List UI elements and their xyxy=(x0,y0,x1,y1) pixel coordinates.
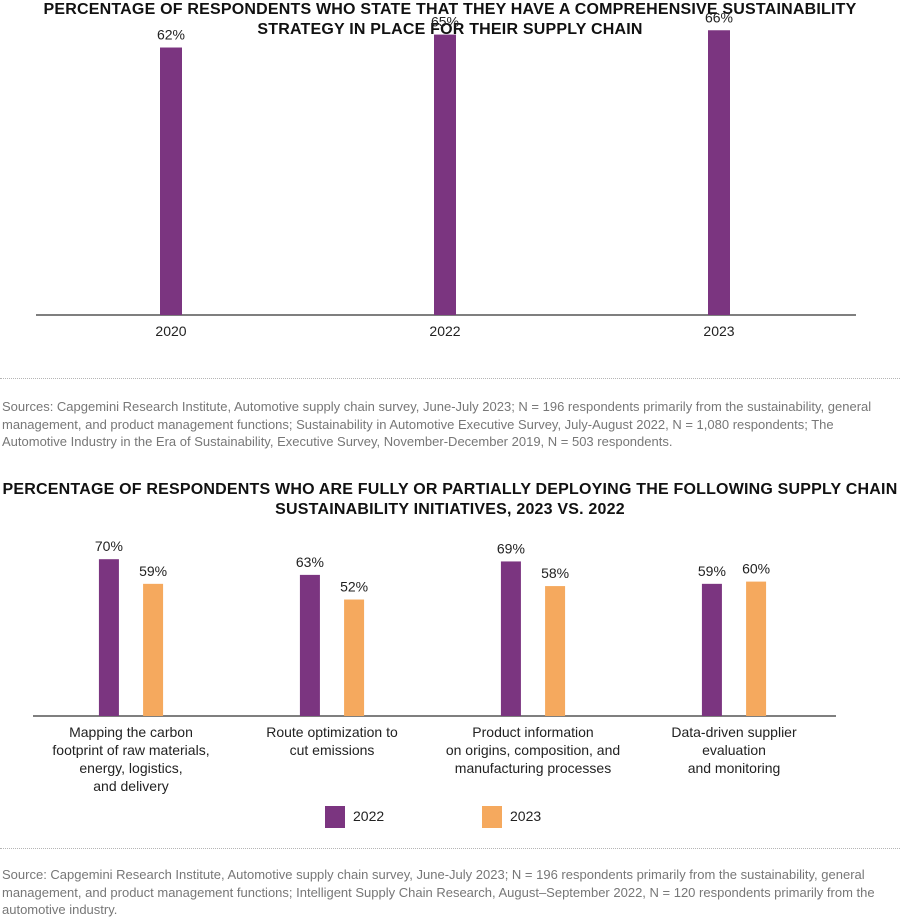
chart2-bar-2022 xyxy=(500,561,521,716)
chart2-category-label-line: Data-driven supplier xyxy=(671,724,797,740)
chart2-category-label: Product information on origins, compositi… xyxy=(446,724,620,776)
chart2-value-label: 63% xyxy=(296,554,324,570)
chart2-category-label-line: Mapping the carbon xyxy=(69,724,193,740)
chart2-bar-2023 xyxy=(344,599,365,716)
chart2-value-label: 58% xyxy=(541,565,569,581)
sources-note-top: Sources: Capgemini Research Institute, A… xyxy=(2,399,872,449)
chart2-bar-2023 xyxy=(545,586,566,716)
chart1-bar xyxy=(434,34,456,315)
legend-swatch-2023 xyxy=(482,806,502,828)
chart2-value-label: 60% xyxy=(742,561,770,577)
chart2-category-label-line: footprint of raw materials, xyxy=(52,742,209,758)
chart2-category-label-line: and delivery xyxy=(93,778,169,794)
chart1-tick-label: 2022 xyxy=(429,323,460,339)
chart2-category-label-line: energy, logistics, xyxy=(79,760,182,776)
chart2-bar-2023 xyxy=(143,583,164,716)
chart2-value-label: 70% xyxy=(95,538,123,554)
chart2-category-label-line: on origins, composition, and xyxy=(446,742,620,758)
chart2-category-label-line: manufacturing processes xyxy=(455,760,611,776)
chart1-bar xyxy=(160,47,182,316)
chart2-category-label: Data-driven supplier evaluation and monito… xyxy=(671,724,797,776)
legend-label-2023: 2023 xyxy=(510,808,542,824)
chart2-category-label-line: and monitoring xyxy=(688,760,781,776)
divider-bottom xyxy=(0,848,900,849)
chart2-value-label: 59% xyxy=(139,563,167,579)
chart2-bar-2022 xyxy=(701,583,722,716)
chart1-title: PERCENTAGE OF RESPONDENTS WHO STATE THAT… xyxy=(43,1,857,38)
chart2-value-label: 52% xyxy=(340,579,368,595)
chart2-category-label: Route optimization to cut emissions xyxy=(266,724,398,758)
chart2-value-label: 69% xyxy=(497,540,525,556)
chart2-bar-2022 xyxy=(299,574,320,716)
legend-label-2022: 2022 xyxy=(353,808,385,824)
chart1-value-label: 62% xyxy=(157,27,185,43)
chart1-bar xyxy=(708,30,730,316)
chart1-tick-label: 2020 xyxy=(155,323,186,339)
chart2-bar-2023 xyxy=(746,581,767,716)
chart2-category-label: Mapping the carbon footprint of raw mater… xyxy=(52,724,209,794)
legend-swatch-2022 xyxy=(325,806,345,828)
chart2-bar-2022 xyxy=(98,559,119,716)
chart2-title: PERCENTAGE OF RESPONDENTS WHO ARE FULLY … xyxy=(2,481,898,518)
chart1-tick-label: 2023 xyxy=(703,323,734,339)
chart2-category-label-line: Route optimization to xyxy=(266,724,398,740)
chart2-legend: 2022 2023 xyxy=(0,806,900,828)
chart1-value-label: 66% xyxy=(705,9,733,25)
chart2-category-label-line: Product information xyxy=(472,724,593,740)
chart1-value-label: 65% xyxy=(431,14,459,30)
chart2-category-label-line: evaluation xyxy=(702,742,766,758)
divider-top xyxy=(0,378,900,379)
chart2-category-label-line: cut emissions xyxy=(290,742,375,758)
chart2-value-label: 59% xyxy=(698,563,726,579)
sources-note-bottom: Source: Capgemini Research Institute, Au… xyxy=(2,867,875,917)
